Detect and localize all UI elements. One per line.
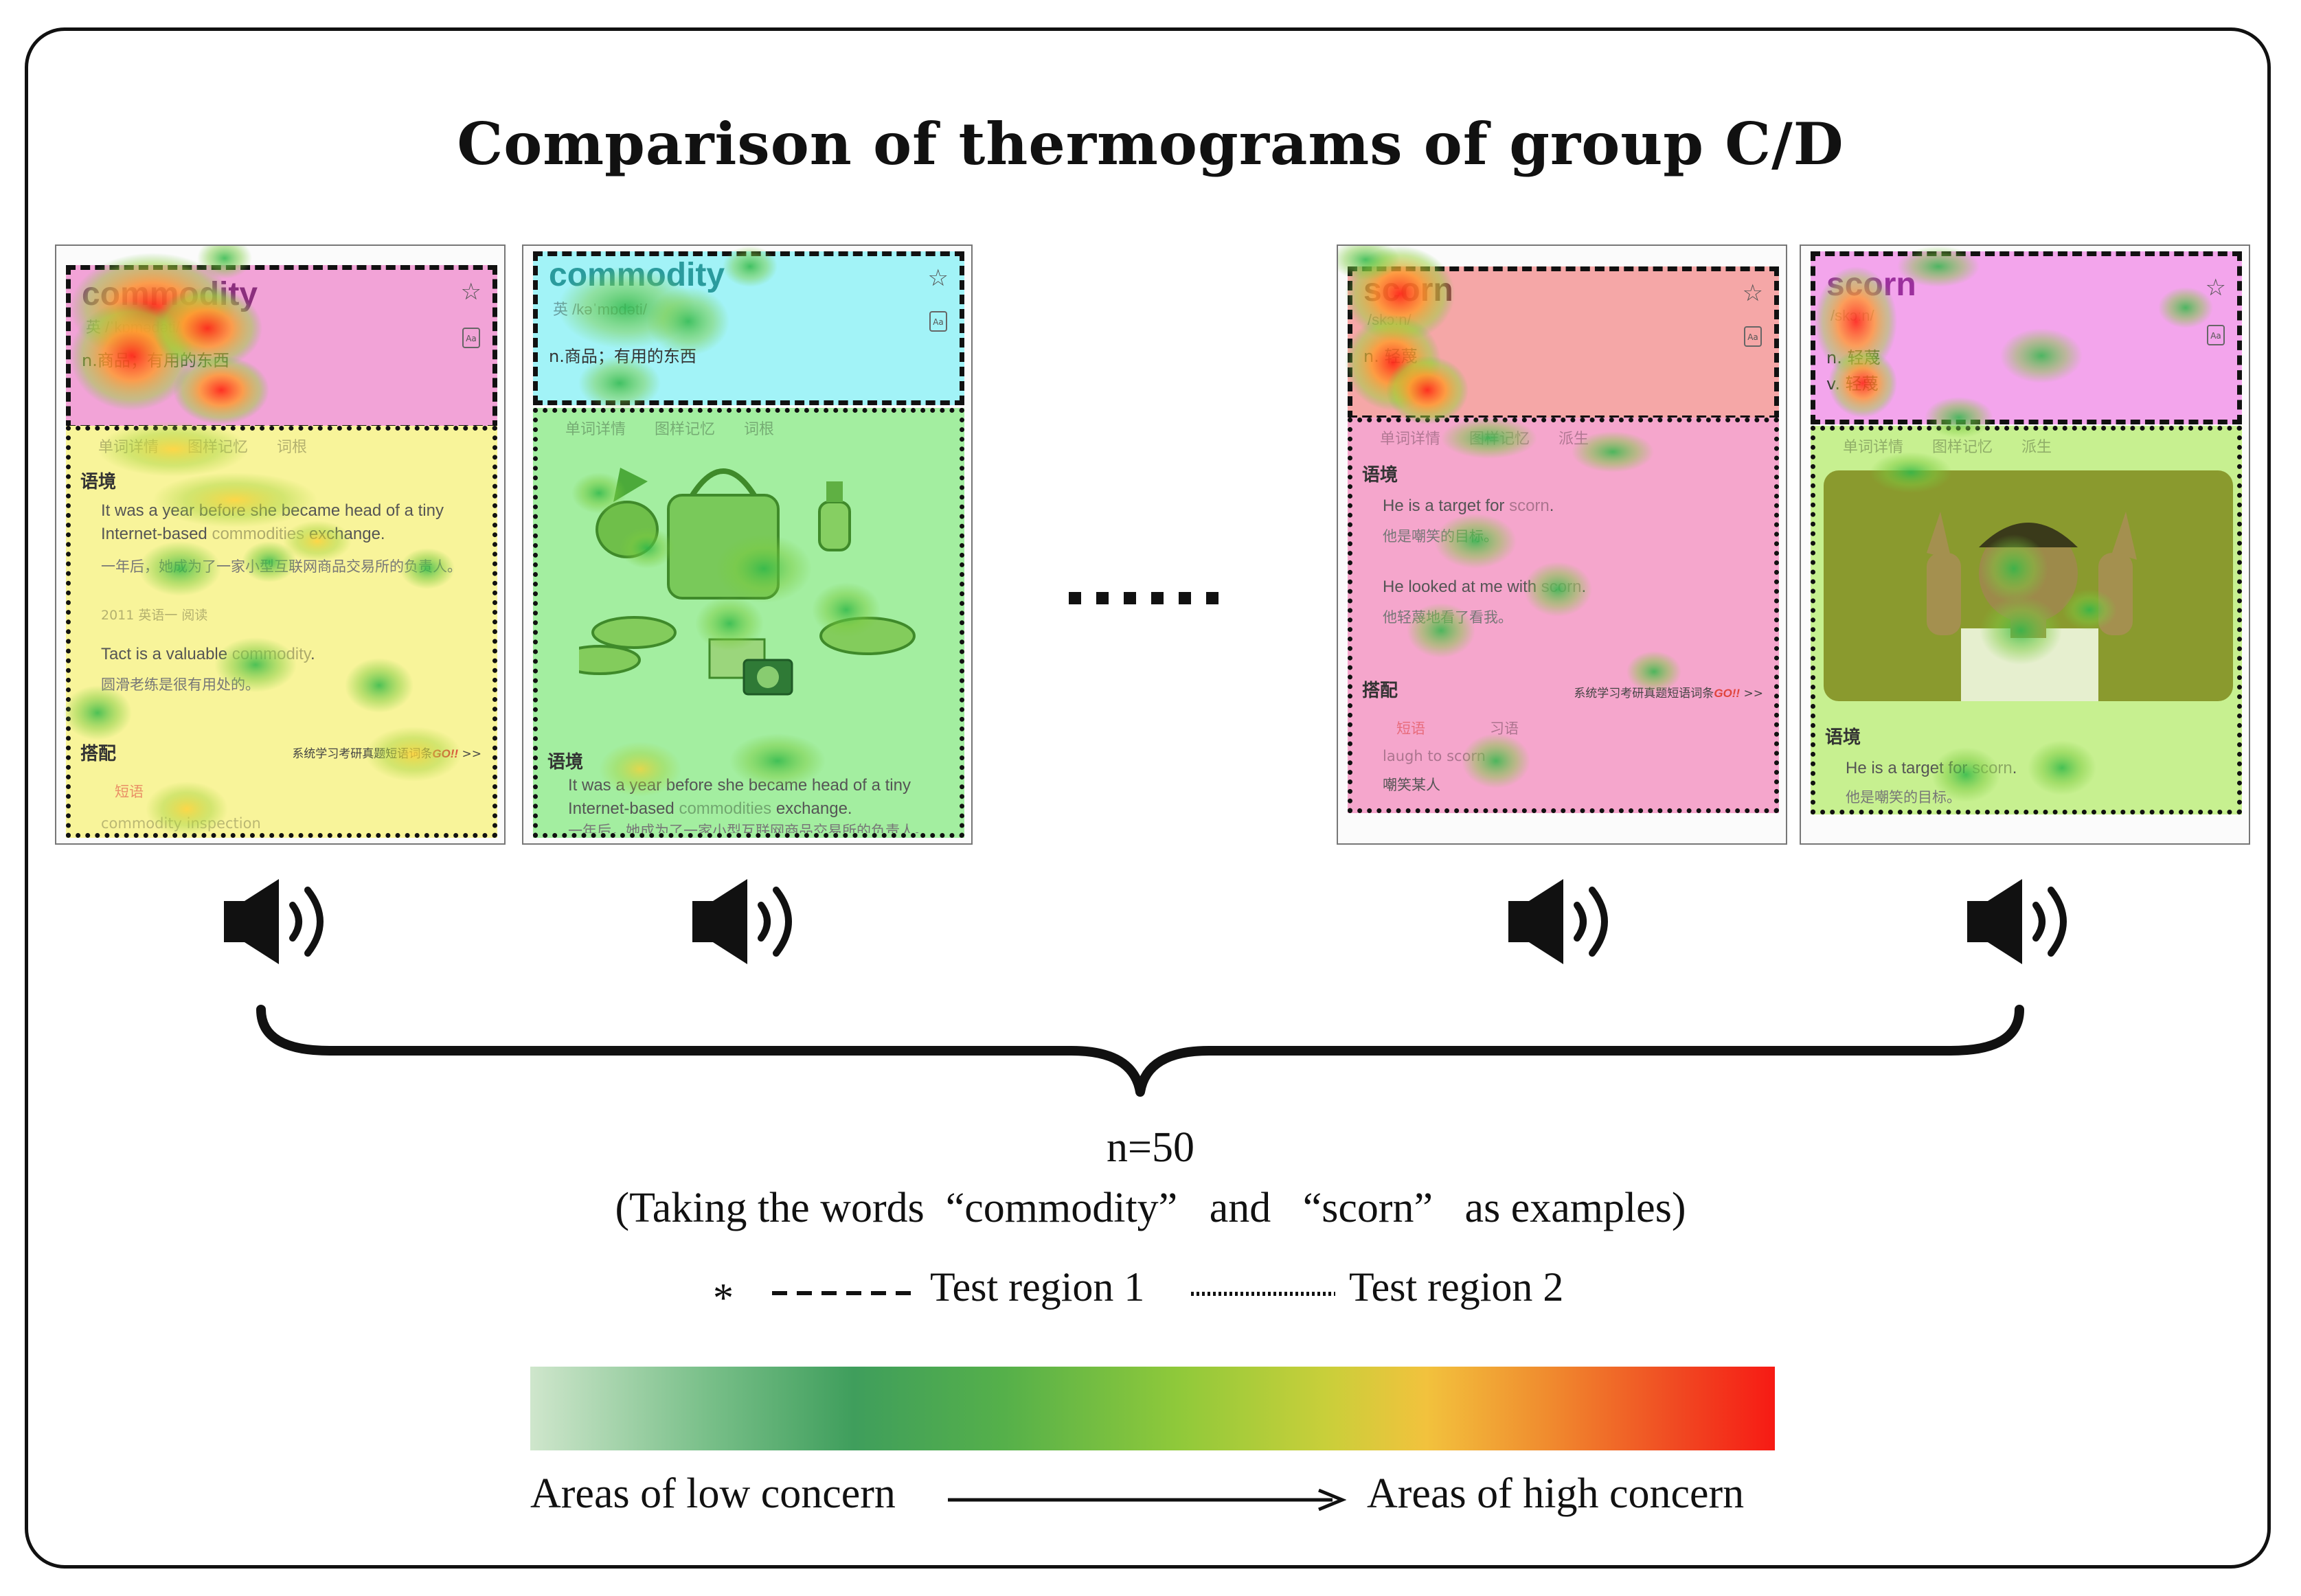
- example-translation-1: 一年后，她成为了一家小型互联网商品交易所的负责人。: [101, 558, 462, 575]
- tab-derivation[interactable]: 派生: [1558, 431, 1589, 448]
- test-region-1: commodity 英 /ˈkɒmədəti/ n.商品；有用的东西 ☆ Aa: [66, 265, 497, 430]
- test-region-1: scorn /skɔːn/ n. 轻蔑 ☆ Aa: [1348, 266, 1779, 420]
- context-heading: 语境: [1362, 465, 1398, 486]
- speaker-icon[interactable]: [1501, 874, 1625, 970]
- phrase-translation: 嘲笑某人: [1383, 777, 1440, 793]
- phonetic: 英 /kəˈmɒdəti/: [553, 301, 647, 318]
- example-translation: 一年后，她成为了一家小型互联网商品交易所的负责人。: [568, 823, 929, 838]
- panel-scorn-c: scorn /skɔːn/ n. 轻蔑 ☆ Aa 单词详情 图样记忆 派生 语境 H…: [1337, 244, 1787, 845]
- examples-note: (Taking the words “commodity” and “scorn…: [615, 1185, 1686, 1231]
- example-translation-2: 他轻蔑地看了看我。: [1383, 609, 1512, 626]
- word-meaning-verb: v. 轻蔑: [1826, 374, 1879, 394]
- phrase-item: commodity inspection: [101, 815, 261, 832]
- speaker-icon[interactable]: [685, 874, 809, 970]
- speaker-icon[interactable]: [1960, 874, 2084, 970]
- phonetic: 英 /ˈkɒmədəti/: [86, 319, 180, 336]
- panel-scorn-d: scorn /skɔːn/ n. 轻蔑 v. 轻蔑 ☆ Aa 单词详情 图样记忆 派…: [1800, 244, 2250, 845]
- tab-root[interactable]: 词根: [277, 439, 308, 456]
- word-meaning: n.商品；有用的东西: [549, 347, 696, 366]
- legend-dotted-line: [1191, 1292, 1335, 1296]
- star-icon[interactable]: ☆: [2205, 274, 2226, 301]
- word-title: scorn: [1363, 272, 1453, 308]
- tab-bar: 单词详情 图样记忆 词根: [565, 417, 803, 439]
- tab-bar: 单词详情 图样记忆 词根: [98, 435, 336, 457]
- tab-details[interactable]: 单词详情: [1843, 439, 1904, 456]
- heat-scale-bar: [530, 1367, 1775, 1450]
- word-meaning: n. 轻蔑: [1363, 347, 1418, 366]
- word-meaning: n. 轻蔑: [1826, 348, 1881, 367]
- aa-icon[interactable]: Aa: [2207, 325, 2225, 345]
- tab-image-memory[interactable]: 图样记忆: [655, 421, 716, 438]
- word-meaning: n.商品；有用的东西: [82, 351, 229, 370]
- tab-bar: 单词详情 图样记忆 派生: [1380, 426, 1618, 448]
- test-region-2: 单词详情 图样记忆 派生 语境 He is a target for scorn. …: [1811, 426, 2242, 814]
- aa-icon[interactable]: Aa: [1744, 326, 1762, 347]
- example-sentence: He is a target for scorn.: [1846, 759, 2017, 777]
- phonetic: /skɔːn/: [1368, 311, 1412, 328]
- ellipsis-marks: [1069, 592, 1218, 604]
- tab-root[interactable]: 词根: [744, 421, 775, 438]
- example-sentence: It was a year before she became head of …: [568, 776, 911, 818]
- sample-size-label: n=50: [1107, 1124, 1194, 1171]
- star-icon[interactable]: ☆: [1742, 280, 1763, 307]
- phrase-item: laugh to scorn: [1383, 748, 1486, 764]
- tab-image-memory[interactable]: 图样记忆: [1469, 431, 1530, 448]
- example-sentence-1: He is a target for scorn.: [1383, 497, 1554, 515]
- test-region-1: scorn /skɔːn/ n. 轻蔑 v. 轻蔑 ☆ Aa: [1811, 251, 2242, 424]
- legend-dashed-line: [772, 1291, 916, 1295]
- collocation-heading: 搭配: [1362, 681, 1398, 701]
- ellipsis-dots: ......: [1069, 592, 1220, 612]
- test-region-2: 单词详情 图样记忆 词根 语境 It was a year before she b…: [533, 408, 964, 838]
- tab-image-memory[interactable]: 图样记忆: [188, 439, 249, 456]
- aa-icon[interactable]: Aa: [462, 328, 480, 348]
- scale-high-label: Areas of high concern: [1367, 1470, 1745, 1517]
- star-icon[interactable]: ☆: [927, 264, 949, 292]
- scorn-illustration: [1824, 470, 2233, 701]
- legend-region-1: Test region 1: [930, 1264, 1145, 1310]
- context-heading: 语境: [1825, 727, 1861, 748]
- commodity-illustration: [579, 468, 916, 696]
- panel-commodity-d: commodity 英 /kəˈmɒdəti/ n.商品；有用的东西 ☆ Aa …: [522, 244, 973, 845]
- chip-phrase[interactable]: 短语: [115, 784, 144, 800]
- example-translation-2: 圆滑老练是很有用处的。: [101, 676, 260, 693]
- tab-details[interactable]: 单词详情: [98, 439, 159, 456]
- star-icon[interactable]: ☆: [460, 278, 481, 306]
- arrow-right-icon: [948, 1488, 1346, 1512]
- panel-commodity-c: commodity 英 /ˈkɒmədəti/ n.商品；有用的东西 ☆ Aa …: [55, 244, 506, 845]
- word-title: commodity: [82, 276, 258, 312]
- tab-image-memory[interactable]: 图样记忆: [1932, 439, 1993, 456]
- collocation-heading: 搭配: [80, 744, 117, 764]
- speaker-icon[interactable]: [217, 874, 341, 970]
- scale-low-label: Areas of low concern: [530, 1470, 896, 1517]
- word-title: scorn: [1826, 266, 1916, 303]
- tab-details[interactable]: 单词详情: [565, 421, 626, 438]
- context-heading: 语境: [547, 752, 584, 773]
- phonetic: /skɔːn/: [1830, 307, 1874, 324]
- legend-asterisk: *: [713, 1275, 734, 1321]
- test-region-2: 单词详情 图样记忆 派生 语境 He is a target for scorn. …: [1348, 418, 1779, 813]
- test-region-1: commodity 英 /kəˈmɒdəti/ n.商品；有用的东西 ☆ Aa: [533, 251, 964, 405]
- tab-details[interactable]: 单词详情: [1380, 431, 1441, 448]
- tab-derivation[interactable]: 派生: [2021, 439, 2052, 456]
- brace-icon: [256, 1005, 2024, 1097]
- word-title: commodity: [549, 257, 725, 293]
- example-sentence-1: It was a year before she became head of …: [101, 501, 444, 543]
- tab-bar: 单词详情 图样记忆 派生: [1843, 435, 2081, 457]
- example-translation: 他是嘲笑的目标。: [1846, 789, 1961, 806]
- test-region-2: 单词详情 图样记忆 词根 语境 It was a year before she b…: [66, 426, 497, 838]
- chip-phrase[interactable]: 短语: [1396, 720, 1425, 737]
- context-heading: 语境: [80, 472, 117, 492]
- chip-idiom[interactable]: 习语: [1490, 720, 1519, 737]
- figure-title: Comparison of thermograms of group C/D: [457, 110, 1844, 178]
- promo-link[interactable]: 系统学习考研真题短语词条GO!! >>: [1574, 687, 1763, 700]
- aa-icon[interactable]: Aa: [929, 311, 947, 332]
- promo-link[interactable]: 系统学习考研真题短语词条GO!! >>: [292, 747, 481, 761]
- example-sentence-2: Tact is a valuable commodity.: [101, 645, 315, 663]
- legend-region-2: Test region 2: [1349, 1264, 1564, 1310]
- example-translation-1: 他是嘲笑的目标。: [1383, 528, 1498, 545]
- example-sentence-2: He looked at me with scorn.: [1383, 578, 1587, 596]
- example-source: 2011 英语一 阅读: [101, 608, 208, 623]
